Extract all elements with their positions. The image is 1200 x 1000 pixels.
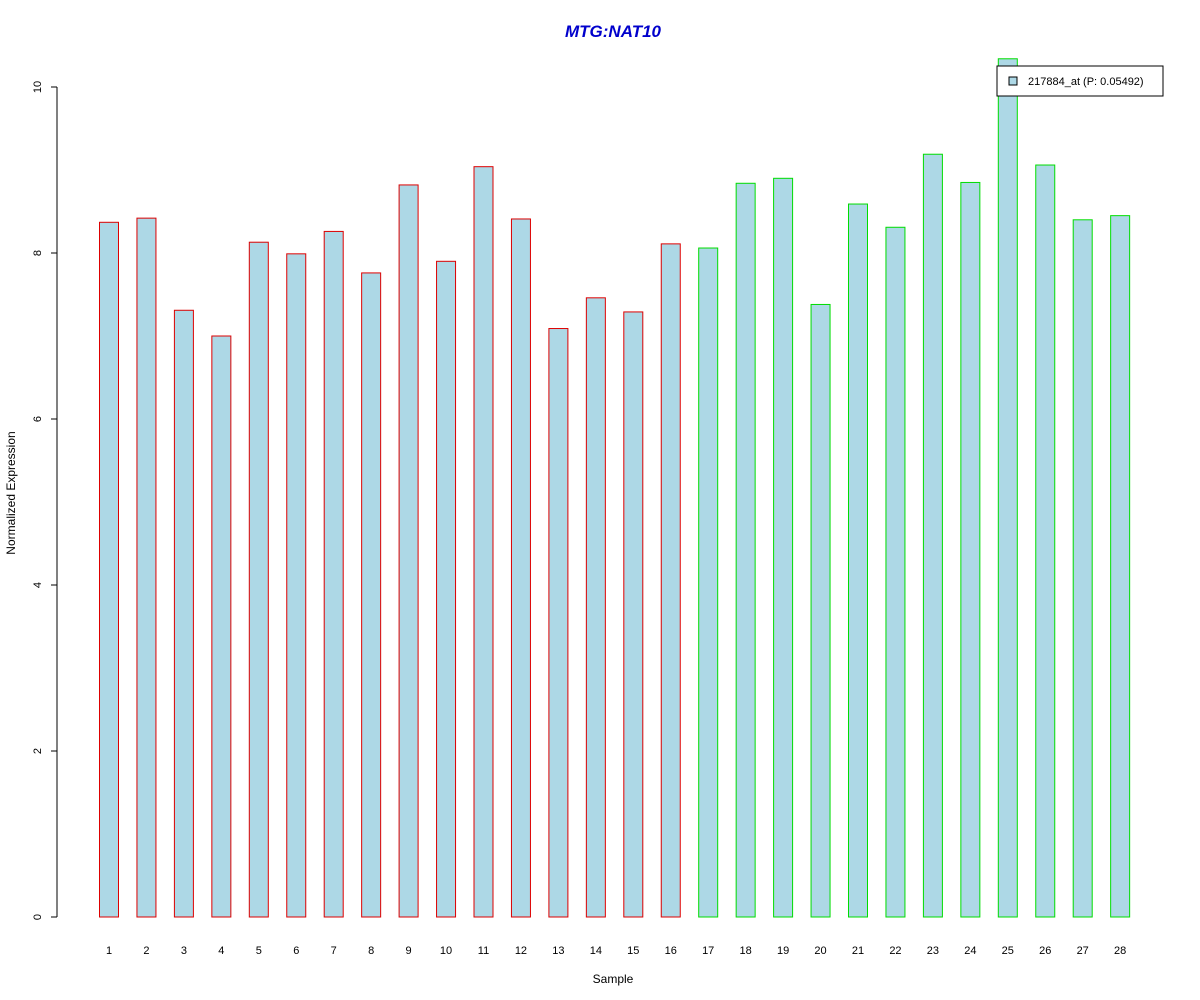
x-tick-label: 4 bbox=[218, 945, 224, 957]
bar-sample-22 bbox=[885, 226, 906, 918]
x-tick-labels: 1 2 3 4 5 6 7 8 9 10 11 12 13 14 15 16 17 18 19 20 21 22 23 24 2… bbox=[106, 945, 1126, 957]
bar-sample-1 bbox=[99, 221, 119, 918]
y-tick-label: 0 bbox=[32, 914, 44, 920]
bar-sample-3 bbox=[173, 309, 194, 918]
bar-sample-26 bbox=[1035, 164, 1056, 918]
x-tick-label: 22 bbox=[889, 945, 901, 957]
bar-sample-13 bbox=[548, 328, 569, 918]
x-tick-label: 3 bbox=[181, 945, 187, 957]
bar-sample-19 bbox=[773, 177, 794, 918]
x-tick-label: 14 bbox=[590, 945, 602, 957]
bar-sample-21 bbox=[848, 203, 868, 918]
y-tick-label: 4 bbox=[32, 582, 44, 588]
y-tick-label: 8 bbox=[32, 250, 44, 256]
x-tick-label: 5 bbox=[256, 945, 262, 957]
bar-sample-28 bbox=[1110, 215, 1131, 918]
y-tick-label: 10 bbox=[32, 81, 44, 93]
x-tick-label: 17 bbox=[702, 945, 714, 957]
x-tick-label: 27 bbox=[1077, 945, 1089, 957]
bar-sample-6 bbox=[286, 253, 307, 918]
legend-box bbox=[996, 65, 1164, 97]
y-tick-label: 2 bbox=[32, 748, 44, 754]
x-tick-label: 19 bbox=[777, 945, 789, 957]
x-tick-label: 28 bbox=[1114, 945, 1126, 957]
x-axis-label: Sample bbox=[593, 972, 634, 986]
bar-sample-14 bbox=[585, 297, 606, 918]
y-tick-label: 6 bbox=[32, 416, 44, 422]
x-tick-label: 8 bbox=[368, 945, 374, 957]
bars bbox=[99, 58, 1131, 918]
bar-sample-20 bbox=[810, 303, 831, 918]
chart-title: MTG:NAT10 bbox=[565, 22, 662, 41]
bar-sample-12 bbox=[510, 218, 531, 918]
x-tick-label: 24 bbox=[964, 945, 976, 957]
bar-sample-8 bbox=[361, 272, 382, 918]
bar-sample-27 bbox=[1072, 219, 1093, 918]
legend-swatch bbox=[1008, 76, 1018, 86]
y-axis-label: Normalized Expression bbox=[4, 431, 18, 554]
bar-sample-17 bbox=[698, 247, 719, 918]
x-tick-label: 23 bbox=[927, 945, 939, 957]
legend-label: 217884_at (P: 0.05492) bbox=[1028, 76, 1144, 88]
x-tick-label: 13 bbox=[552, 945, 564, 957]
x-tick-label: 12 bbox=[515, 945, 527, 957]
x-tick-label: 25 bbox=[1002, 945, 1014, 957]
bar-sample-10 bbox=[436, 260, 457, 918]
x-tick-label: 6 bbox=[293, 945, 299, 957]
bar-sample-5 bbox=[248, 241, 269, 918]
x-tick-label: 10 bbox=[440, 945, 452, 957]
x-tick-label: 20 bbox=[814, 945, 826, 957]
x-tick-label: 21 bbox=[852, 945, 864, 957]
x-tick-label: 11 bbox=[478, 945, 489, 957]
x-tick-label: 9 bbox=[406, 945, 412, 957]
bar-sample-15 bbox=[623, 311, 644, 918]
x-tick-label: 7 bbox=[331, 945, 337, 957]
x-tick-label: 15 bbox=[627, 945, 639, 957]
bar-sample-7 bbox=[323, 230, 344, 918]
x-tick-label: 1 bbox=[106, 945, 112, 957]
bar-sample-11 bbox=[473, 166, 494, 918]
bar-sample-18 bbox=[735, 182, 756, 918]
bar-sample-23 bbox=[922, 153, 943, 918]
x-tick-label: 18 bbox=[740, 945, 752, 957]
x-tick-label: 26 bbox=[1039, 945, 1051, 957]
legend: 217884_at (P: 0.05492) bbox=[996, 65, 1164, 97]
bar-sample-4 bbox=[211, 335, 232, 918]
bar-sample-24 bbox=[960, 181, 981, 918]
bar-sample-25 bbox=[997, 58, 1018, 918]
y-axis: 0 2 4 6 8 10 bbox=[32, 81, 58, 920]
x-tick-label: 16 bbox=[665, 945, 677, 957]
x-tick-label: 2 bbox=[143, 945, 149, 957]
bar-sample-2 bbox=[136, 217, 157, 918]
bar-sample-16 bbox=[660, 243, 681, 918]
bar-sample-9 bbox=[398, 184, 419, 918]
